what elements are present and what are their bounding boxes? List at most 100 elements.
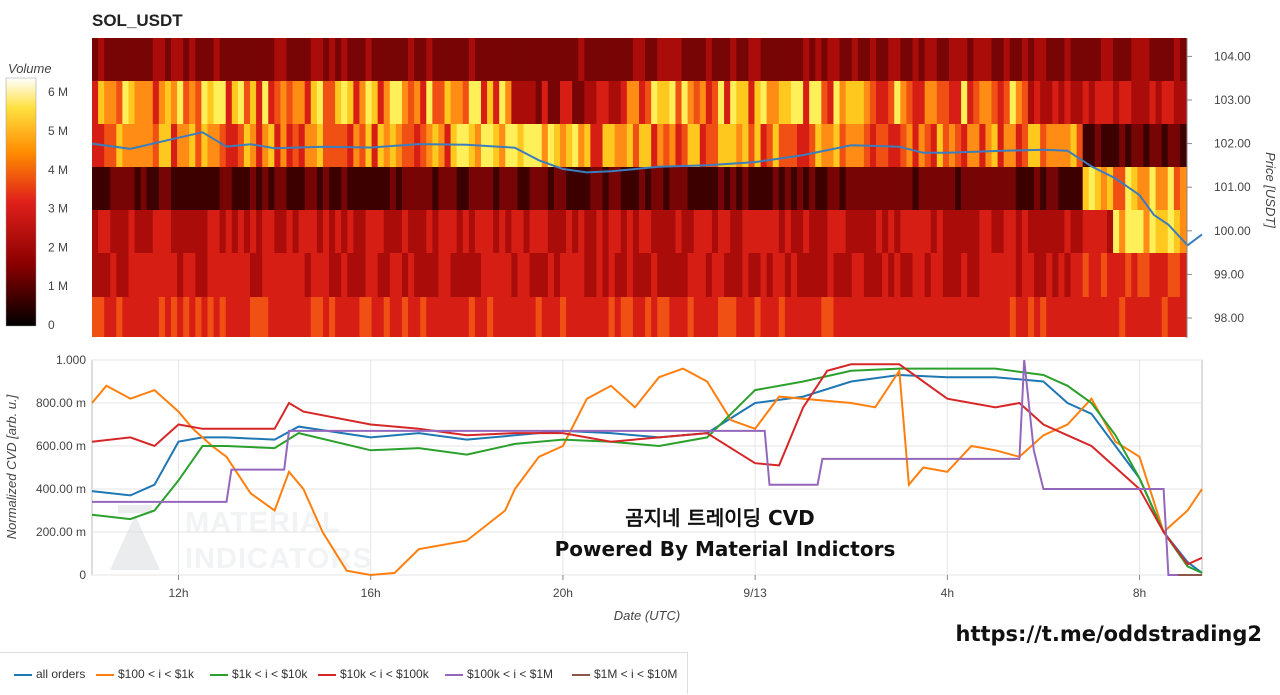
heatmap-cell bbox=[225, 38, 233, 81]
heatmap-cell bbox=[553, 124, 561, 167]
heatmap-cell bbox=[839, 81, 847, 124]
heatmap-cell bbox=[389, 81, 397, 124]
heatmap-cell bbox=[250, 167, 257, 210]
heatmap-cell bbox=[553, 297, 561, 337]
heatmap-cell bbox=[171, 297, 178, 337]
heatmap-cell bbox=[511, 81, 519, 124]
heatmap-cell bbox=[1058, 297, 1066, 337]
heatmap-cell bbox=[973, 81, 980, 124]
heatmap-cell bbox=[784, 81, 792, 124]
cvd-lines bbox=[91, 359, 1203, 577]
heatmap-cell bbox=[219, 81, 227, 124]
heatmap-cell bbox=[219, 210, 227, 253]
heatmap-cell bbox=[778, 81, 786, 124]
heatmap-cell bbox=[882, 81, 889, 124]
heatmap-cell bbox=[948, 253, 956, 297]
heatmap-cell bbox=[401, 253, 409, 297]
heatmap-cell bbox=[1100, 81, 1108, 124]
legend-item[interactable]: all orders bbox=[14, 667, 85, 681]
heatmap-cell bbox=[851, 38, 859, 81]
heatmap-cell bbox=[280, 210, 288, 253]
heatmap-cell bbox=[1034, 38, 1041, 81]
heatmap-cell bbox=[851, 167, 859, 210]
heatmap-cell bbox=[499, 38, 506, 81]
heatmap-cell bbox=[1106, 297, 1114, 337]
heatmap-cell bbox=[602, 38, 610, 81]
legend-item[interactable]: $1M < i < $10M bbox=[572, 667, 677, 681]
heatmap-cell bbox=[930, 297, 938, 337]
heatmap-cell bbox=[316, 210, 324, 253]
heatmap-cell bbox=[651, 38, 658, 81]
heatmap-cell bbox=[280, 124, 288, 167]
heatmap-cell bbox=[243, 210, 251, 253]
heatmap-cell bbox=[772, 167, 780, 210]
legend-swatch bbox=[14, 673, 32, 676]
heatmap-cell bbox=[754, 124, 762, 167]
heatmap-cell bbox=[1070, 81, 1078, 124]
heatmap-cell bbox=[748, 167, 756, 210]
heatmap-cell bbox=[171, 210, 178, 253]
heatmap-cell bbox=[1100, 38, 1108, 81]
heatmap-cell bbox=[304, 167, 312, 210]
heatmap-cell bbox=[1137, 253, 1145, 297]
heatmap-cell bbox=[809, 124, 816, 167]
heatmap-cell bbox=[1058, 38, 1066, 81]
heatmap-cell bbox=[1149, 253, 1157, 297]
heatmap-cell bbox=[657, 38, 664, 81]
heatmap-cell bbox=[1119, 167, 1126, 210]
heatmap-cell bbox=[876, 297, 883, 337]
heatmap-cell bbox=[195, 297, 202, 337]
heatmap-cell bbox=[730, 38, 737, 81]
heatmap-cell bbox=[803, 253, 810, 297]
heatmap-cell bbox=[1021, 81, 1029, 124]
heatmap-cell bbox=[699, 81, 707, 124]
heatmap-cell bbox=[110, 124, 117, 167]
heatmap-cell bbox=[347, 297, 354, 337]
legend-item[interactable]: $1k < i < $10k bbox=[210, 667, 307, 681]
heatmap-cell bbox=[1094, 253, 1102, 297]
heatmap-cell bbox=[335, 81, 342, 124]
heatmap-cell bbox=[511, 38, 519, 81]
cvd-x-tick: 4h bbox=[941, 586, 954, 600]
heatmap-cell bbox=[1149, 297, 1157, 337]
heatmap bbox=[92, 38, 1187, 337]
heatmap-cell bbox=[286, 297, 294, 337]
heatmap-cell bbox=[566, 210, 573, 253]
heatmap-cell bbox=[541, 253, 549, 297]
heatmap-cell bbox=[310, 297, 318, 337]
telegram-link[interactable]: https://t.me/oddstrading2 bbox=[955, 622, 1263, 646]
legend-item[interactable]: $10k < i < $100k bbox=[318, 667, 429, 681]
cvd-series-line bbox=[92, 359, 1202, 576]
heatmap-cell bbox=[833, 253, 841, 297]
heatmap-cell bbox=[517, 167, 525, 210]
heatmap-cell bbox=[547, 210, 555, 253]
heatmap-cell bbox=[687, 210, 695, 253]
heatmap-cell bbox=[1009, 210, 1017, 253]
heatmap-cell bbox=[201, 81, 209, 124]
heatmap-cell bbox=[1137, 81, 1145, 124]
heatmap-cell bbox=[511, 253, 519, 297]
heatmap-cell bbox=[760, 38, 768, 81]
heatmap-cell bbox=[991, 124, 999, 167]
heatmap-cell bbox=[310, 253, 318, 297]
heatmap-cell bbox=[790, 124, 798, 167]
heatmap-cell bbox=[395, 167, 403, 210]
heatmap-cell bbox=[1021, 210, 1029, 253]
heatmap-cell bbox=[687, 253, 695, 297]
heatmap-cell bbox=[1119, 81, 1126, 124]
heatmap-cell bbox=[590, 124, 598, 167]
heatmap-cell bbox=[711, 167, 719, 210]
heatmap-cell bbox=[821, 253, 829, 297]
heatmap-cell bbox=[395, 210, 403, 253]
heatmap-cell bbox=[724, 38, 731, 81]
heatmap-cell bbox=[566, 167, 573, 210]
heatmap-cell bbox=[523, 38, 531, 81]
legend-item[interactable]: $100 < i < $1k bbox=[96, 667, 194, 681]
heatmap-cell bbox=[322, 81, 330, 124]
heatmap-cell bbox=[948, 210, 956, 253]
heatmap-cell bbox=[98, 167, 105, 210]
legend-item[interactable]: $100k < i < $1M bbox=[445, 667, 553, 681]
heatmap-cell bbox=[329, 297, 336, 337]
heatmap-cell bbox=[480, 81, 488, 124]
heatmap-cell bbox=[590, 253, 598, 297]
